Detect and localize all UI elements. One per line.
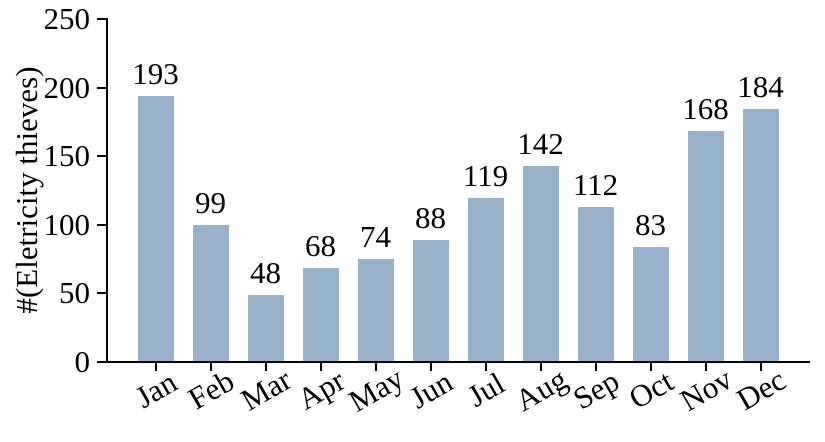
y-axis-spine [106,18,108,363]
x-tick-label-feb: Feb [181,362,240,417]
bar-value-label: 48 [250,255,281,291]
bar-value-label: 119 [462,157,509,193]
bar-value-label: 142 [517,126,564,162]
x-tick-mark [484,363,487,371]
y-tick-label: 150 [43,138,91,174]
bar-apr [302,267,339,361]
x-tick-mark [594,363,597,371]
x-tick-mark [154,363,157,371]
bar-value-label: 68 [305,227,336,263]
x-tick-mark [319,363,322,371]
bar-value-label: 88 [415,200,446,236]
bar-may [357,259,394,361]
bar-value-label: 83 [635,207,666,243]
bar-value-label: 99 [195,185,226,221]
y-tick-mark [97,223,106,226]
bar-value-label: 168 [682,90,729,126]
y-tick-label: 50 [59,275,90,311]
x-tick-mark [539,363,542,371]
x-tick-mark [704,363,707,371]
x-tick-label-may: May [342,360,409,419]
bar-value-label: 184 [737,68,784,104]
y-tick-label: 100 [43,206,91,242]
x-tick-mark [374,363,377,371]
bar-jun [412,240,449,361]
bar-jan [137,96,174,361]
x-tick-label-oct: Oct [622,363,679,416]
bar-jul [467,197,504,361]
bar-sep [577,207,614,361]
x-axis-spine [106,361,810,363]
bar-value-label: 193 [132,56,179,92]
x-tick-mark [429,363,432,371]
y-tick-mark [97,86,106,89]
x-tick-mark [649,363,652,371]
x-tick-label-sep: Sep [566,362,625,417]
x-tick-label-jul: Jul [461,365,510,414]
bar-aug [522,166,559,361]
x-tick-label-jan: Jan [128,364,183,415]
bar-oct [632,247,669,361]
x-tick-mark [264,363,267,371]
y-tick-mark [97,155,106,158]
bar-value-label: 112 [572,167,619,203]
x-tick-mark [759,363,762,371]
x-tick-label-jun: Jun [403,363,458,416]
y-tick-label: 200 [43,69,91,105]
bar-value-label: 74 [360,219,391,255]
y-tick-mark [97,18,106,20]
bar-mar [247,295,284,361]
x-tick-label-apr: Apr [290,362,351,417]
bar-feb [192,225,229,361]
y-tick-mark [97,292,106,295]
y-tick-label: 0 [74,344,91,379]
plot-area: 193 99 48 68 74 88 119 142 112 83 168 184 [108,18,808,361]
x-tick-label-aug: Aug [508,360,573,419]
x-tick-mark [209,363,212,371]
x-tick-label-dec: Dec [730,361,791,418]
y-tick-label: 250 [43,1,91,36]
x-tick-label-mar: Mar [234,361,297,418]
bar-dec [742,108,779,361]
bar-nov [687,130,724,361]
y-tick-mark [97,361,106,363]
x-tick-label-nov: Nov [673,360,738,419]
